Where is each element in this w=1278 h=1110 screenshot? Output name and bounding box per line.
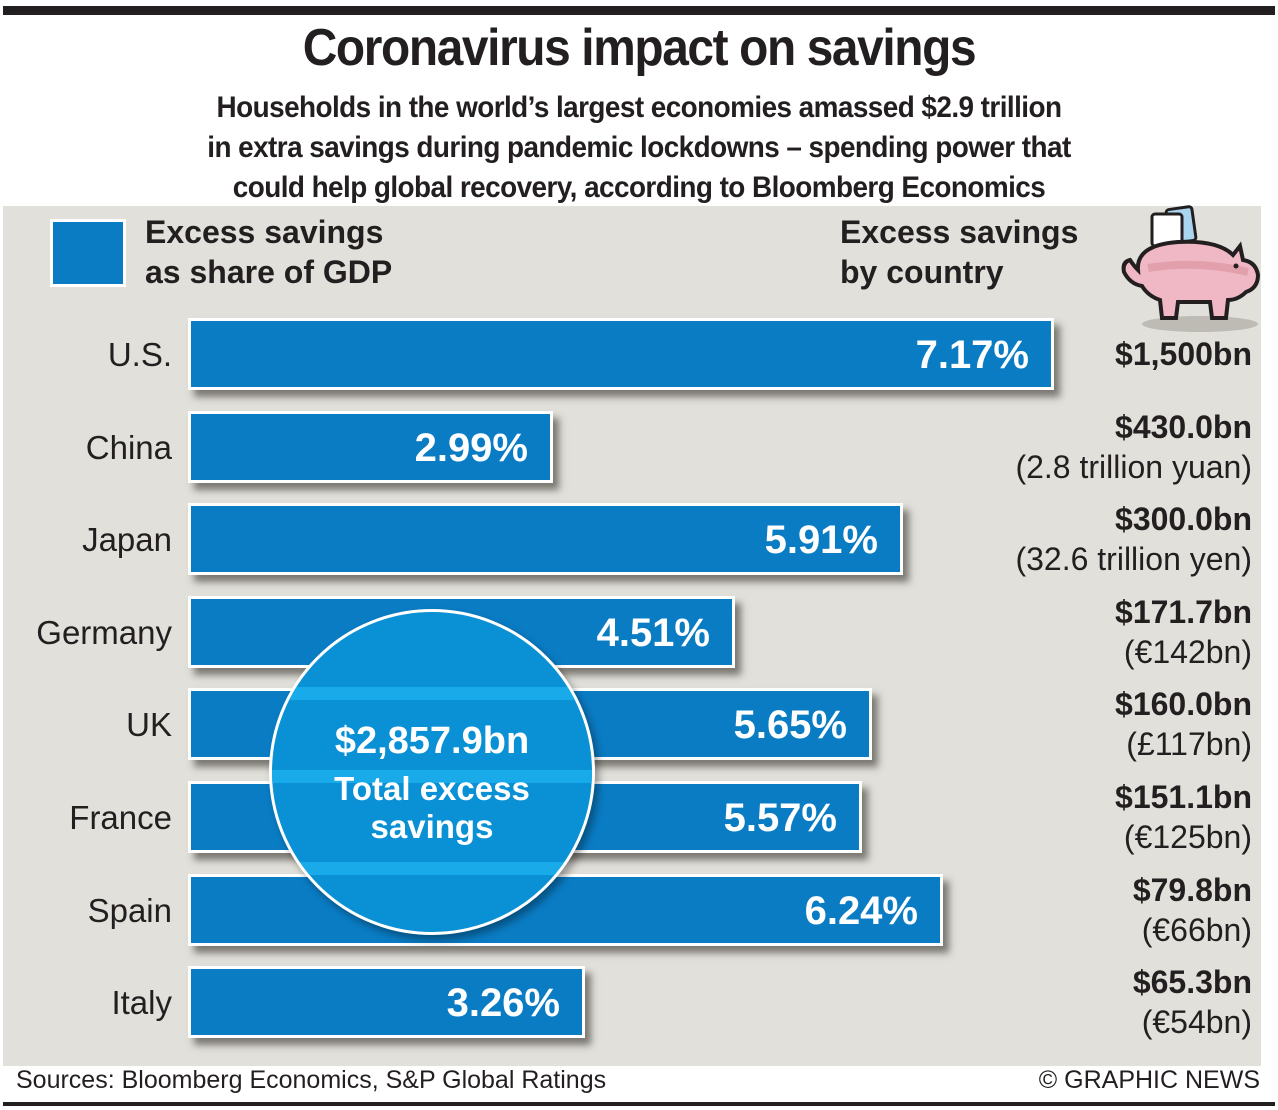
- chart-subtitle: Households in the world’s largest econom…: [0, 88, 1278, 208]
- total-value: $2,857.9bn: [334, 720, 530, 762]
- total-circle: $2,857.9bn Total excess savings: [269, 609, 595, 935]
- category-label: Spain: [87, 892, 172, 929]
- amount-usd: $430.0bn: [1115, 409, 1252, 445]
- country-amount: $65.3bn (€54bn): [1133, 962, 1252, 1042]
- amount-local-currency: (32.6 trillion yen): [1015, 541, 1252, 577]
- category-label: Japan: [82, 521, 172, 558]
- total-label-line: savings: [370, 808, 494, 845]
- amount-header-line: Excess savings: [840, 214, 1079, 250]
- legend-line: Excess savings: [145, 214, 384, 250]
- bar-value-label: 7.17%: [915, 333, 1029, 377]
- amount-header-line: by country: [840, 254, 1004, 290]
- sources-note: Sources: Bloomberg Economics, S&P Global…: [16, 1066, 607, 1094]
- bar-value-label: 3.26%: [446, 981, 560, 1025]
- amount-usd: $171.7bn: [1115, 594, 1252, 630]
- circle-stripe: [272, 770, 592, 783]
- amount-local-currency: (€66bn): [1141, 912, 1252, 948]
- amount-local-currency: (€142bn): [1123, 634, 1252, 670]
- piggy-bank-icon: [1121, 205, 1261, 332]
- circle-stripe: [272, 687, 592, 700]
- bar: 3.26%: [188, 966, 585, 1038]
- category-label: Italy: [111, 984, 172, 1021]
- bar: 2.99%: [188, 411, 553, 483]
- top-rule: [3, 6, 1275, 15]
- country-amount: $1,500bn: [1115, 334, 1252, 374]
- copyright-credit: © GRAPHIC NEWS: [1038, 1066, 1260, 1094]
- pig-shadow: [1142, 316, 1258, 332]
- amount-usd: $160.0bn: [1115, 686, 1252, 722]
- bar: 5.91%: [188, 503, 903, 575]
- bar-value-label: 5.57%: [723, 796, 837, 840]
- subtitle-line: could help global recovery, according to…: [232, 171, 1046, 204]
- bar-value-label: 4.51%: [596, 611, 710, 655]
- bar-value-label: 2.99%: [414, 426, 528, 470]
- bar-value-label: 5.65%: [733, 703, 847, 747]
- country-amount: $160.0bn (£117bn): [1115, 684, 1252, 764]
- category-label: UK: [126, 706, 172, 743]
- bar-value-label: 5.91%: [764, 518, 878, 562]
- amount-usd: $1,500bn: [1115, 336, 1252, 372]
- total-label-line: Total excess: [334, 770, 530, 807]
- amount-usd: $79.8bn: [1132, 872, 1252, 908]
- amount-usd: $65.3bn: [1132, 964, 1252, 1000]
- amount-local-currency: (€125bn): [1123, 819, 1252, 855]
- country-amount: $171.7bn (€142bn): [1115, 592, 1252, 672]
- legend-swatch: [50, 219, 126, 287]
- country-amount: $300.0bn (32.6 trillion yen): [1015, 499, 1252, 579]
- bar-value-label: 6.24%: [804, 889, 918, 933]
- pig-highlight: [1147, 260, 1249, 276]
- circle-stripe: [272, 862, 592, 875]
- country-amount: $79.8bn (€66bn): [1133, 870, 1252, 950]
- amount-usd: $151.1bn: [1115, 779, 1252, 815]
- category-label: Germany: [36, 614, 172, 651]
- subtitle-line: Households in the world’s largest econom…: [216, 91, 1062, 124]
- legend-label: Excess savings as share of GDP: [145, 212, 392, 292]
- country-amount: $151.1bn (€125bn): [1115, 777, 1252, 857]
- legend-line: as share of GDP: [145, 254, 393, 290]
- pig-eye: [1233, 263, 1239, 269]
- country-amount: $430.0bn (2.8 trillion yuan): [1015, 407, 1252, 487]
- pig-body: [1121, 239, 1261, 320]
- amount-local-currency: (£117bn): [1126, 726, 1252, 762]
- bar: 6.24%: [188, 874, 943, 946]
- amount-local-currency: (€54bn): [1141, 1004, 1252, 1040]
- category-label: China: [85, 429, 172, 466]
- subtitle-line: in extra savings during pandemic lockdow…: [207, 131, 1071, 164]
- chart-title: Coronavirus impact on savings: [302, 19, 977, 77]
- amount-local-currency: (2.8 trillion yuan): [1015, 449, 1252, 485]
- category-label: U.S.: [107, 336, 172, 373]
- amount-column-header: Excess savings by country: [840, 212, 1078, 292]
- bar: 7.17%: [188, 318, 1054, 390]
- category-label: France: [69, 799, 172, 836]
- bottom-rule: [3, 1102, 1275, 1106]
- amount-usd: $300.0bn: [1115, 501, 1252, 537]
